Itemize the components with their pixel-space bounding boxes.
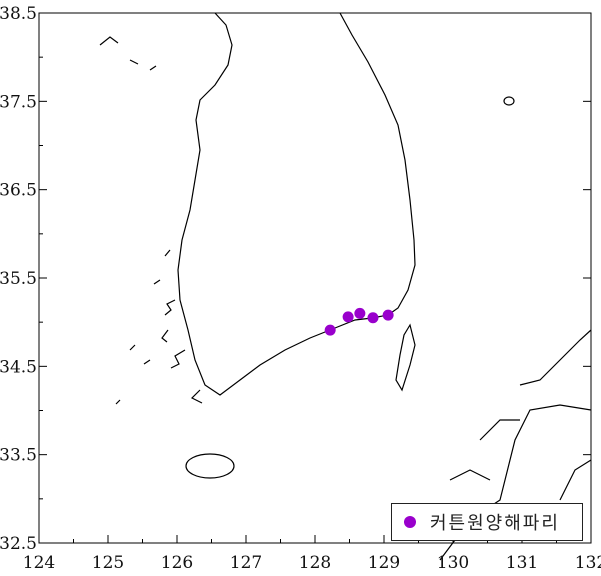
occurrence-point [324, 324, 336, 336]
jeju-island [185, 453, 235, 479]
tsushima-island [395, 323, 416, 392]
y-tick-label: 38.5 [0, 4, 37, 24]
occurrence-point [342, 311, 354, 323]
y-tick-label: 35.5 [0, 269, 37, 289]
x-tick-label: 128 [299, 553, 331, 573]
ulleungdo-island [503, 96, 515, 106]
x-tick-label: 126 [161, 553, 193, 573]
coastline [99, 12, 592, 561]
korean-peninsula-coast [177, 12, 416, 396]
occurrence-point [354, 307, 366, 319]
legend-marker-icon [404, 516, 416, 528]
x-tick-label: 127 [230, 553, 262, 573]
japan-coast [439, 329, 592, 561]
y-tick-label: 33.5 [0, 446, 37, 466]
occurrence-point [367, 312, 379, 324]
x-tick-label: 130 [437, 553, 469, 573]
y-tick-label: 32.5 [0, 534, 37, 554]
occurrence-point [382, 309, 394, 321]
y-tick-label: 36.5 [0, 181, 37, 201]
x-tick-label: 124 [23, 553, 55, 573]
y-tick-label: 37.5 [0, 92, 37, 112]
y-tick-label: 34.5 [0, 357, 37, 377]
korean-islands-west [99, 36, 203, 405]
legend-label: 커튼원양해파리 [430, 513, 560, 534]
legend: 커튼원양해파리 [391, 503, 583, 541]
x-tick-label: 132 [575, 553, 601, 573]
x-tick-label: 125 [92, 553, 124, 573]
x-tick-label: 129 [368, 553, 400, 573]
x-tick-label: 131 [506, 553, 538, 573]
plot-frame [38, 12, 592, 544]
